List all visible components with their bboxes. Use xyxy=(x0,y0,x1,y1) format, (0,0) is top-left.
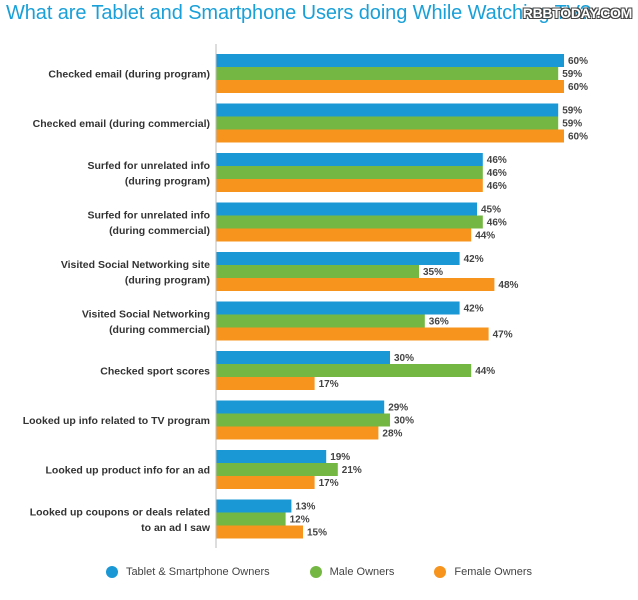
value-label: 59% xyxy=(562,106,582,117)
bar xyxy=(216,228,472,242)
legend-swatch xyxy=(309,566,322,578)
bar xyxy=(216,116,559,130)
bar xyxy=(216,351,390,364)
bar xyxy=(216,80,564,93)
value-label: 35% xyxy=(423,267,443,278)
category-label-line: Checked sport scores xyxy=(100,366,210,378)
value-label: 13% xyxy=(295,502,315,513)
category-label: Surfed for unrelated info (during program… xyxy=(87,160,210,188)
value-label: 42% xyxy=(464,254,484,265)
value-label: 36% xyxy=(429,317,449,328)
value-label: 48% xyxy=(498,280,518,291)
value-label: 28% xyxy=(382,429,402,440)
category-label-line: (during program) xyxy=(125,274,210,286)
category-label: Checked sport scores xyxy=(100,366,210,378)
value-label: 46% xyxy=(487,168,507,179)
bar xyxy=(216,67,559,80)
category-label-line: (during commercial) xyxy=(109,225,210,237)
value-label: 17% xyxy=(319,478,339,489)
value-label: 60% xyxy=(568,82,588,93)
category-label-line: Looked up product info for an ad xyxy=(46,465,211,477)
legend-item: Female Owners xyxy=(434,566,532,578)
bar xyxy=(216,377,315,390)
bar xyxy=(216,476,315,489)
bar xyxy=(216,413,390,427)
category-label: Looked up coupons or deals related to an … xyxy=(30,506,211,534)
category-label-line: Looked up info related to TV program xyxy=(23,415,210,427)
bar-chart: Checked email (during program) 60% 59% 60% C… xyxy=(23,44,588,548)
value-label: 44% xyxy=(475,231,495,242)
bar xyxy=(216,278,495,291)
value-label: 44% xyxy=(475,366,495,377)
bar xyxy=(216,525,303,539)
category-label: Visited Social Networking (during commerc… xyxy=(82,308,210,336)
watermark: RBBTODAY.COM xyxy=(522,5,633,21)
legend-item: Tablet & Smartphone Owners xyxy=(105,566,270,578)
bar xyxy=(216,179,483,192)
legend-label: Female Owners xyxy=(454,566,533,578)
bar xyxy=(216,265,419,278)
category-label-line: Checked email (during program) xyxy=(48,69,210,81)
value-label: 47% xyxy=(493,330,513,341)
category-label-line: Visited Social Networking xyxy=(82,308,210,320)
bar xyxy=(216,426,379,440)
legend: Tablet & Smartphone Owners Male Owners Fem… xyxy=(0,566,638,578)
value-label: 59% xyxy=(562,119,582,130)
value-label: 60% xyxy=(568,132,588,143)
category-label-line: (during program) xyxy=(125,175,210,187)
bar xyxy=(216,400,385,414)
value-label: 59% xyxy=(562,69,582,80)
value-label: 46% xyxy=(487,155,507,166)
bar xyxy=(216,166,483,179)
category-label: Checked email (during program) xyxy=(48,69,210,81)
bar xyxy=(216,314,425,328)
bar xyxy=(216,364,472,377)
category-label-line: Surfed for unrelated info xyxy=(87,160,210,172)
legend-swatch xyxy=(105,566,118,578)
bar xyxy=(216,54,564,67)
value-label: 21% xyxy=(342,465,362,476)
category-label-line: Looked up coupons or deals related xyxy=(30,506,210,518)
bar xyxy=(216,103,559,117)
category-label: Looked up product info for an ad xyxy=(46,465,211,477)
category-label-line: (during commercial) xyxy=(109,324,210,336)
legend-swatch xyxy=(434,566,447,578)
value-label: 60% xyxy=(568,56,588,67)
category-label: Checked email (during commercial) xyxy=(33,118,210,130)
category-label: Surfed for unrelated info (during commerc… xyxy=(87,209,210,237)
category-label-line: to an ad I saw xyxy=(141,522,211,534)
category-label-line: Checked email (during commercial) xyxy=(33,118,210,130)
legend-item: Male Owners xyxy=(309,566,395,578)
legend-label: Male Owners xyxy=(329,566,395,578)
bar xyxy=(216,499,292,513)
legend-label: Tablet & Smartphone Owners xyxy=(125,566,270,578)
value-label: 17% xyxy=(319,379,339,390)
bar xyxy=(216,252,460,265)
value-label: 45% xyxy=(481,205,501,216)
chart-title: What are Tablet and Smartphone Users doi… xyxy=(6,2,591,24)
bar xyxy=(216,450,327,463)
value-label: 30% xyxy=(394,353,414,364)
bar xyxy=(216,512,286,526)
value-label: 15% xyxy=(307,528,327,539)
value-label: 42% xyxy=(464,304,484,315)
bar xyxy=(216,129,564,143)
bar xyxy=(216,215,483,229)
category-label-line: Surfed for unrelated info xyxy=(87,209,210,221)
category-label-line: Visited Social Networking site xyxy=(61,259,210,271)
bar xyxy=(216,153,483,166)
category-label: Visited Social Networking site (during pr… xyxy=(61,259,210,287)
bar xyxy=(216,463,338,476)
value-label: 30% xyxy=(394,416,414,427)
bar xyxy=(216,327,489,341)
value-label: 46% xyxy=(487,181,507,192)
value-label: 12% xyxy=(290,515,310,526)
value-label: 19% xyxy=(330,452,350,463)
value-label: 46% xyxy=(487,218,507,229)
bar xyxy=(216,301,460,315)
bar xyxy=(216,202,477,216)
category-label: Looked up info related to TV program xyxy=(23,415,210,427)
value-label: 29% xyxy=(388,403,408,414)
